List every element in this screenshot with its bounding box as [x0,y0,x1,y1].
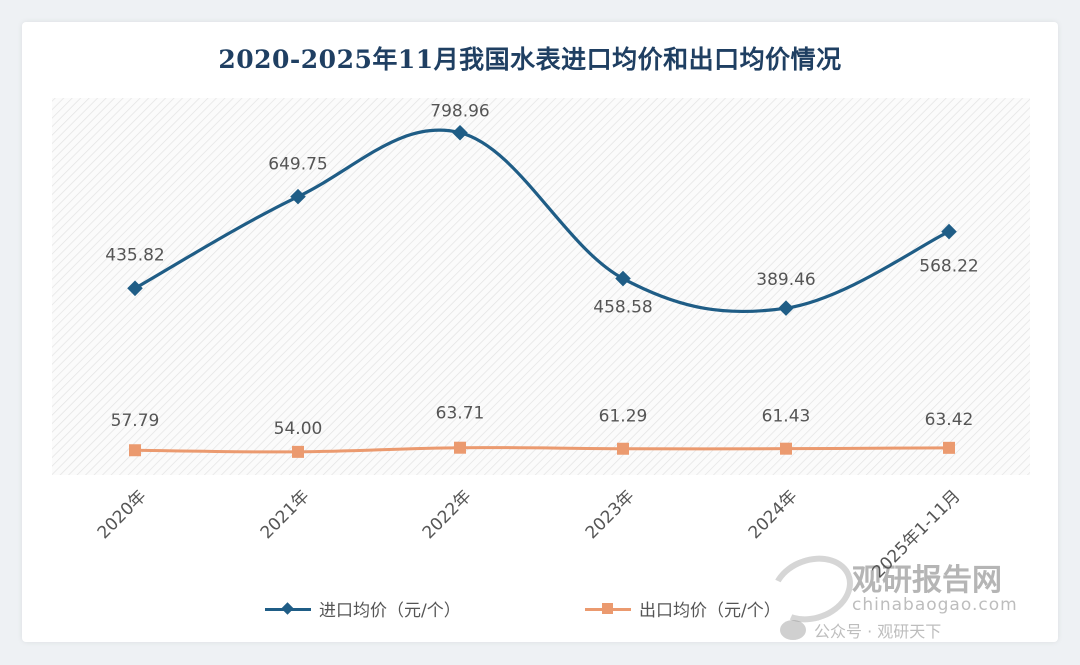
x-tick-label-0: 2020年 [94,486,151,543]
legend-label-export: 出口均价（元/个） [639,601,781,621]
series-line-import [134,128,950,314]
series-line-export [134,446,950,454]
watermark: 观研报告网 chinabaogao.com 公众号 · 观研天下 [761,544,1060,655]
legend-item-import: 进口均价（元/个） [265,596,461,621]
plot-area [52,98,1030,475]
legend-swatch-export [585,602,631,616]
legend-item-export: 出口均价（元/个） [585,596,781,621]
data-label-export-1: 54.00 [274,419,323,439]
data-point-export-2 [454,441,466,454]
data-label-import-0: 435.82 [105,245,164,265]
data-point-import-5 [941,223,957,240]
watermark-brand: 观研报告网 [852,563,1002,598]
data-point-export-3 [617,442,629,455]
data-label-import-5: 568.22 [919,257,978,277]
data-label-export-3: 61.29 [599,407,648,427]
data-point-export-5 [943,441,955,454]
data-point-export-0 [129,444,141,457]
legend-swatch-import [265,601,311,616]
data-label-export-5: 63.42 [925,410,974,430]
data-label-import-4: 389.46 [756,270,815,290]
wechat-icon [780,620,806,640]
chart-title: 2020-2025年11月我国水表进口均价和出口均价情况 [218,45,842,74]
data-point-import-1 [290,188,306,205]
data-label-export-4: 61.43 [762,407,811,427]
data-point-export-4 [780,442,792,455]
watermark-account: 公众号 · 观研天下 [814,622,942,641]
data-label-export-0: 57.79 [111,411,160,431]
data-point-import-0 [127,280,143,297]
data-label-import-3: 458.58 [593,298,652,318]
x-tick-label-2: 2022年 [419,486,476,543]
data-label-export-2: 63.71 [436,404,485,424]
x-tick-label-1: 2021年 [257,486,314,543]
data-label-import-2: 798.96 [430,102,489,122]
x-tick-label-3: 2023年 [582,486,639,543]
x-tick-label-4: 2024年 [745,486,802,543]
data-label-import-1: 649.75 [268,155,327,175]
legend-label-import: 进口均价（元/个） [319,601,461,621]
watermark-site: chinabaogao.com [852,595,1018,615]
data-point-export-1 [292,445,304,458]
